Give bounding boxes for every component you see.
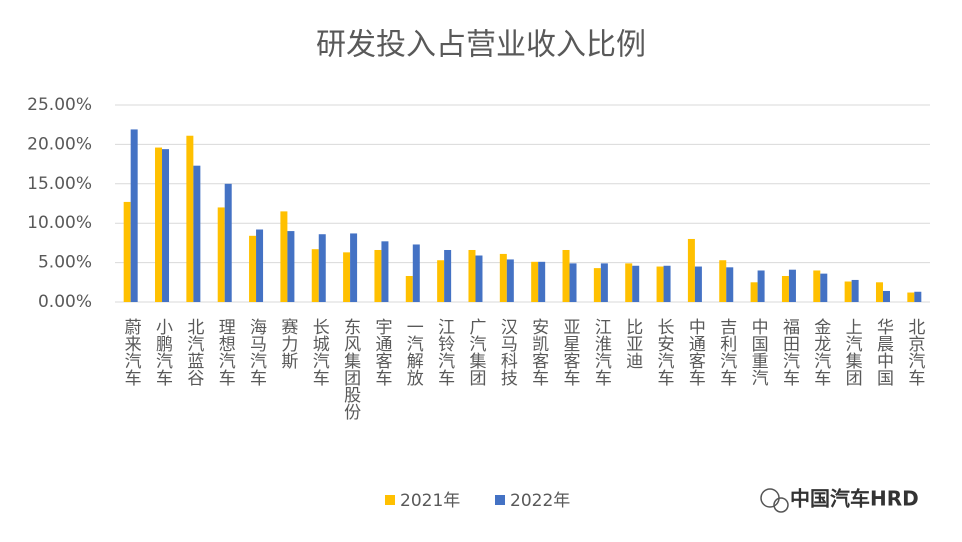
bar	[719, 260, 727, 302]
bar	[350, 233, 358, 302]
x-tick-label: 上汽集团	[842, 318, 863, 386]
bar	[726, 267, 734, 302]
y-tick-label: 0.00%	[38, 292, 92, 312]
bar	[694, 266, 702, 302]
x-tick-label: 比亚迪	[622, 318, 643, 369]
legend-swatch	[495, 495, 505, 505]
chart-title: 研发投入占营业收入比例	[316, 28, 646, 63]
bar	[280, 211, 288, 302]
y-tick-label: 20.00%	[27, 134, 92, 154]
y-tick-label: 15.00%	[27, 174, 92, 194]
bar	[907, 292, 915, 302]
bar	[844, 281, 852, 302]
x-tick-label: 江淮汽车	[591, 318, 612, 386]
bar	[750, 282, 758, 302]
bar	[820, 273, 828, 302]
bar	[311, 249, 319, 302]
bar	[875, 282, 883, 302]
bar	[506, 259, 514, 302]
bar	[562, 249, 570, 302]
x-tick-label: 吉利汽车	[716, 318, 737, 386]
bar	[531, 261, 539, 302]
legend-label: 2021年	[400, 491, 460, 511]
bar	[249, 235, 257, 302]
x-tick-label: 广汽集团	[465, 318, 486, 386]
bar	[656, 266, 664, 302]
bar	[593, 268, 601, 302]
x-tick-label: 长安汽车	[654, 318, 675, 386]
bar	[381, 241, 389, 302]
x-tick-label: 蔚来汽车	[121, 318, 142, 386]
x-tick-label: 安凯客车	[528, 318, 549, 386]
x-tick-label: 华晨中国	[873, 318, 894, 386]
bar	[155, 147, 163, 302]
y-tick-label: 25.00%	[27, 95, 92, 115]
bar	[813, 270, 821, 302]
watermark: 中国汽车HRD	[790, 487, 919, 511]
x-tick-label: 宇通客车	[371, 318, 392, 386]
bar	[757, 270, 765, 302]
bar	[781, 275, 789, 302]
bar	[569, 263, 577, 302]
bar	[625, 263, 633, 302]
bar	[130, 129, 138, 302]
x-tick-label: 福田汽车	[779, 318, 800, 386]
bar	[318, 234, 326, 302]
bar	[224, 183, 232, 302]
y-tick-label: 5.00%	[38, 253, 92, 273]
bar	[374, 249, 382, 302]
x-tick-label: 小鹏汽车	[152, 318, 173, 386]
x-tick-label: 赛力斯	[277, 317, 298, 370]
x-tick-label: 汉马科技	[497, 318, 517, 387]
bar	[287, 231, 295, 302]
bar	[256, 229, 264, 302]
bar	[217, 207, 225, 302]
bar	[687, 238, 695, 302]
bar	[437, 260, 445, 302]
bar	[851, 279, 859, 302]
bar	[405, 275, 413, 302]
x-tick-label: 东风集团股份	[340, 318, 361, 421]
bar	[123, 201, 131, 302]
x-tick-label: 中国重汽	[748, 318, 769, 386]
x-tick-label: 中通客车	[685, 318, 706, 386]
watermark-icon	[760, 488, 789, 513]
bar	[468, 249, 476, 302]
x-tick-label: 亚星客车	[560, 318, 581, 386]
x-tick-label: 金龙汽车	[810, 318, 831, 386]
x-tick-label: 理想汽车	[215, 318, 236, 386]
y-tick-label: 10.00%	[27, 213, 92, 233]
x-tick-label: 海马汽车	[246, 318, 267, 386]
bar	[538, 261, 546, 302]
x-tick-label: 一汽解放	[403, 318, 424, 386]
bar	[600, 263, 608, 302]
x-tick-label: 长城汽车	[309, 318, 330, 386]
bar	[499, 253, 507, 302]
bar	[632, 265, 640, 302]
bar	[663, 265, 671, 302]
legend-label: 2022年	[510, 491, 570, 511]
x-tick-label: 北京汽车	[904, 318, 925, 386]
bar	[412, 244, 420, 302]
x-tick-label: 北汽蓝谷	[183, 318, 204, 386]
x-tick-label: 江铃汽车	[434, 318, 455, 386]
bar	[186, 135, 194, 302]
legend-swatch	[385, 495, 395, 505]
bar	[444, 249, 452, 302]
bar	[343, 252, 351, 302]
bar	[475, 255, 483, 302]
bar	[162, 149, 170, 302]
bar	[788, 269, 796, 302]
bar	[193, 165, 201, 302]
bar	[882, 290, 890, 302]
bar	[914, 291, 922, 302]
